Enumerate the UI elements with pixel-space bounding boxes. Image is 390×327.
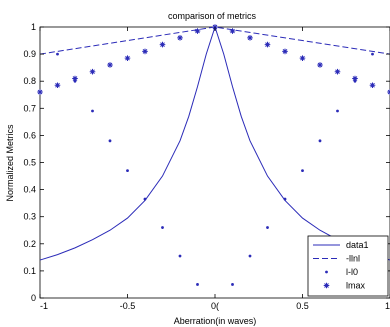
series-point-lmax bbox=[369, 82, 376, 89]
y-tick-label: 0.4 bbox=[23, 185, 36, 195]
series-point-l-l0 bbox=[301, 169, 304, 173]
x-tick-label: 0.5 bbox=[296, 301, 309, 311]
y-tick-label: 0 bbox=[31, 293, 36, 303]
series-point-lmax bbox=[142, 48, 148, 55]
y-tick-label: 0.8 bbox=[23, 76, 36, 86]
y-tick-label: 0.2 bbox=[23, 239, 36, 249]
series-point-lmax bbox=[89, 68, 96, 75]
series-point-lmax bbox=[194, 28, 201, 34]
chart-legend: data1 -llnl l-l0 lmax bbox=[307, 235, 389, 297]
series-point-lmax bbox=[37, 89, 43, 95]
series-point-lmax bbox=[247, 35, 253, 41]
series-point-l-l0 bbox=[231, 283, 234, 286]
x-axis-label: Aberration(in waves) bbox=[174, 316, 257, 326]
series-point-l-l0 bbox=[196, 283, 199, 286]
series-point-l-l0 bbox=[336, 109, 339, 113]
series-point-l-l0 bbox=[143, 197, 147, 201]
series-point-l-l0 bbox=[371, 52, 374, 56]
series-point-lmax bbox=[334, 68, 341, 75]
series-point-lmax bbox=[177, 35, 183, 41]
series-point-l-l0 bbox=[56, 52, 59, 56]
series-point-l-l0 bbox=[108, 139, 112, 143]
series-point-l-l0 bbox=[178, 254, 182, 258]
series-point-lmax bbox=[72, 75, 78, 82]
series-point-l-l0 bbox=[91, 109, 94, 113]
x-tick-label: -1 bbox=[40, 301, 48, 311]
series-point-lmax bbox=[317, 62, 323, 68]
y-tick-label: 0.9 bbox=[23, 49, 36, 59]
series-point-l-l0 bbox=[266, 226, 269, 229]
y-tick-label: 1 bbox=[31, 22, 36, 32]
y-tick-label: 0.1 bbox=[23, 266, 36, 276]
y-axis-label: Normalized Metrics bbox=[5, 124, 15, 202]
series-point-l-l0 bbox=[318, 139, 322, 143]
y-tick-label: 0.6 bbox=[23, 130, 36, 140]
series-line-llnl bbox=[39, 26, 390, 55]
series-point-l-l0 bbox=[248, 254, 252, 258]
series-point-lmax bbox=[124, 55, 131, 61]
legend-label: l-l0 bbox=[346, 267, 358, 277]
series-point-lmax bbox=[264, 41, 271, 48]
x-tick-label: 0( bbox=[211, 301, 219, 311]
legend-box bbox=[307, 235, 389, 297]
series-point-l-l0 bbox=[126, 169, 129, 173]
series-point-l-l0 bbox=[283, 197, 287, 201]
x-tick-label: 1 bbox=[385, 301, 390, 311]
legend-label: lmax bbox=[346, 281, 366, 291]
series-point-lmax bbox=[299, 55, 306, 61]
legend-swatch bbox=[325, 270, 328, 274]
legend-label: -llnl bbox=[346, 254, 360, 264]
series-point-lmax bbox=[282, 48, 288, 55]
chart-axes: 0 0.1 0.2 0.3 0.4 0.5 0.6 0.7 0.8 0.9 1 -1 -0.5 0( 0.5… bbox=[23, 22, 390, 311]
series-point-lmax bbox=[352, 75, 358, 82]
x-tick-label: -0.5 bbox=[120, 301, 136, 311]
series-point-lmax bbox=[54, 82, 61, 89]
legend-label: data1 bbox=[346, 240, 369, 250]
y-tick-label: 0.5 bbox=[23, 158, 36, 168]
series-point-l-l0 bbox=[161, 226, 164, 229]
y-tick-label: 0.7 bbox=[23, 103, 36, 113]
legend-swatch bbox=[323, 282, 330, 289]
y-tick-label: 0.3 bbox=[23, 212, 36, 222]
series-point-lmax bbox=[159, 41, 166, 48]
series-point-lmax bbox=[107, 62, 113, 68]
series-point-lmax bbox=[229, 28, 236, 34]
chart-title: comparison of metrics bbox=[168, 11, 257, 21]
